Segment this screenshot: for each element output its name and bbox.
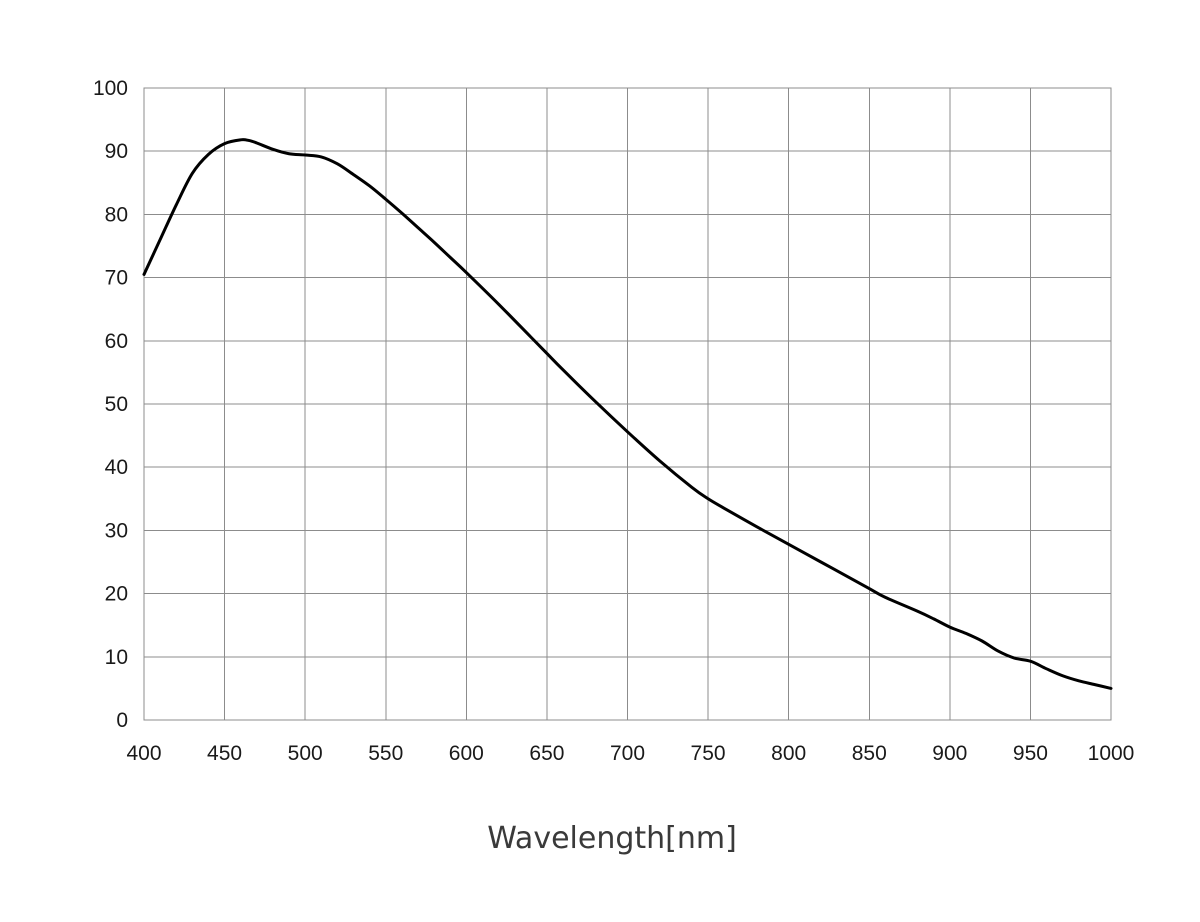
y-tick-label-90: 90 [105,140,128,163]
y-tick-label-50: 50 [105,393,128,416]
plot-frame [143,87,1112,721]
x-tick-label-700: 700 [610,742,645,765]
x-tick-label-850: 850 [852,742,887,765]
x-tick-label-500: 500 [288,742,323,765]
series-line-0 [142,138,1113,690]
y-tick-label-30: 30 [105,519,128,542]
y-tick-label-70: 70 [105,267,128,290]
x-tick-label-1000: 1000 [1088,742,1135,765]
x-tick-label-400: 400 [126,742,161,765]
y-tick-label-10: 10 [105,646,128,669]
x-axis-title: Wavelength[nm] [487,821,737,856]
y-tick-label-40: 40 [105,456,128,479]
y-tick-label-100: 100 [93,77,128,100]
x-tick-label-650: 650 [529,742,564,765]
x-tick-label-800: 800 [771,742,806,765]
y-axis-ticks: 0 10 20 30 40 50 60 70 80 90 100 [93,77,128,732]
grid [143,87,1112,721]
series-layer [142,138,1113,690]
x-tick-label-750: 750 [691,742,726,765]
x-axis-ticks: 400 450 500 550 600 650 700 750 800 850 900 950 1000 [126,742,1134,765]
x-tick-label-950: 950 [1013,742,1048,765]
y-tick-label-60: 60 [105,330,128,353]
y-tick-label-20: 20 [105,583,128,606]
y-tick-label-80: 80 [105,203,128,226]
x-tick-label-550: 550 [368,742,403,765]
x-tick-label-900: 900 [932,742,967,765]
x-tick-label-450: 450 [207,742,242,765]
x-tick-label-600: 600 [449,742,484,765]
y-tick-label-0: 0 [116,709,128,732]
